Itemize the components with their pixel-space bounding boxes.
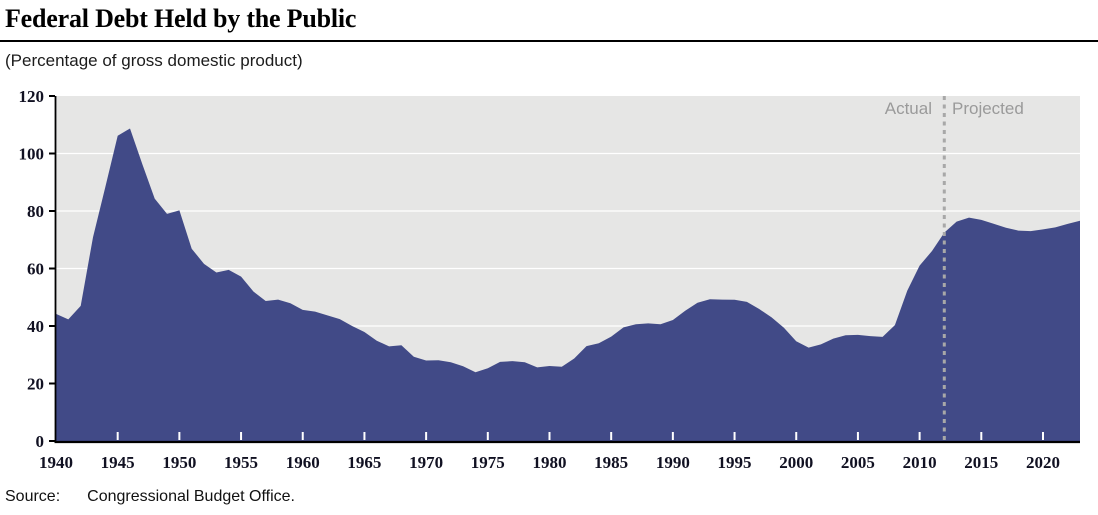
actual-label: Actual xyxy=(884,99,932,118)
x-tick-label-2000: 2000 xyxy=(779,453,813,472)
y-tick-label-20: 20 xyxy=(27,375,44,394)
y-tick-label-0: 0 xyxy=(36,432,45,451)
x-tick-label-1995: 1995 xyxy=(718,453,752,472)
projected-label: Projected xyxy=(952,99,1024,118)
debt-area-series xyxy=(56,128,1080,441)
page-title: Federal Debt Held by the Public xyxy=(5,4,357,33)
x-tick-label-1945: 1945 xyxy=(101,453,135,472)
x-tick-label-1965: 1965 xyxy=(347,453,381,472)
title-rule xyxy=(0,40,1098,42)
x-tick-label-1970: 1970 xyxy=(409,453,443,472)
x-tick-label-1940: 1940 xyxy=(39,453,73,472)
x-tick-label-1990: 1990 xyxy=(656,453,690,472)
x-tick-label-1960: 1960 xyxy=(286,453,320,472)
x-tick-label-2005: 2005 xyxy=(841,453,875,472)
x-tick-label-2020: 2020 xyxy=(1026,453,1060,472)
chart-subtitle: (Percentage of gross domestic product) xyxy=(5,51,303,70)
y-tick-label-40: 40 xyxy=(27,317,44,336)
x-tick-label-1950: 1950 xyxy=(162,453,196,472)
source-text: Congressional Budget Office. xyxy=(87,488,295,505)
source-label: Source: xyxy=(5,488,61,505)
source-line: Source: Congressional Budget Office. xyxy=(5,488,295,506)
x-tick-label-2010: 2010 xyxy=(903,453,937,472)
y-tick-label-100: 100 xyxy=(19,145,45,164)
x-tick-label-1955: 1955 xyxy=(224,453,258,472)
x-tick-label-2015: 2015 xyxy=(964,453,998,472)
y-tick-label-80: 80 xyxy=(27,202,44,221)
x-tick-label-1975: 1975 xyxy=(471,453,505,472)
x-tick-label-1980: 1980 xyxy=(532,453,566,472)
y-tick-label-120: 120 xyxy=(19,87,45,106)
y-tick-label-60: 60 xyxy=(27,260,44,279)
x-tick-label-1985: 1985 xyxy=(594,453,628,472)
